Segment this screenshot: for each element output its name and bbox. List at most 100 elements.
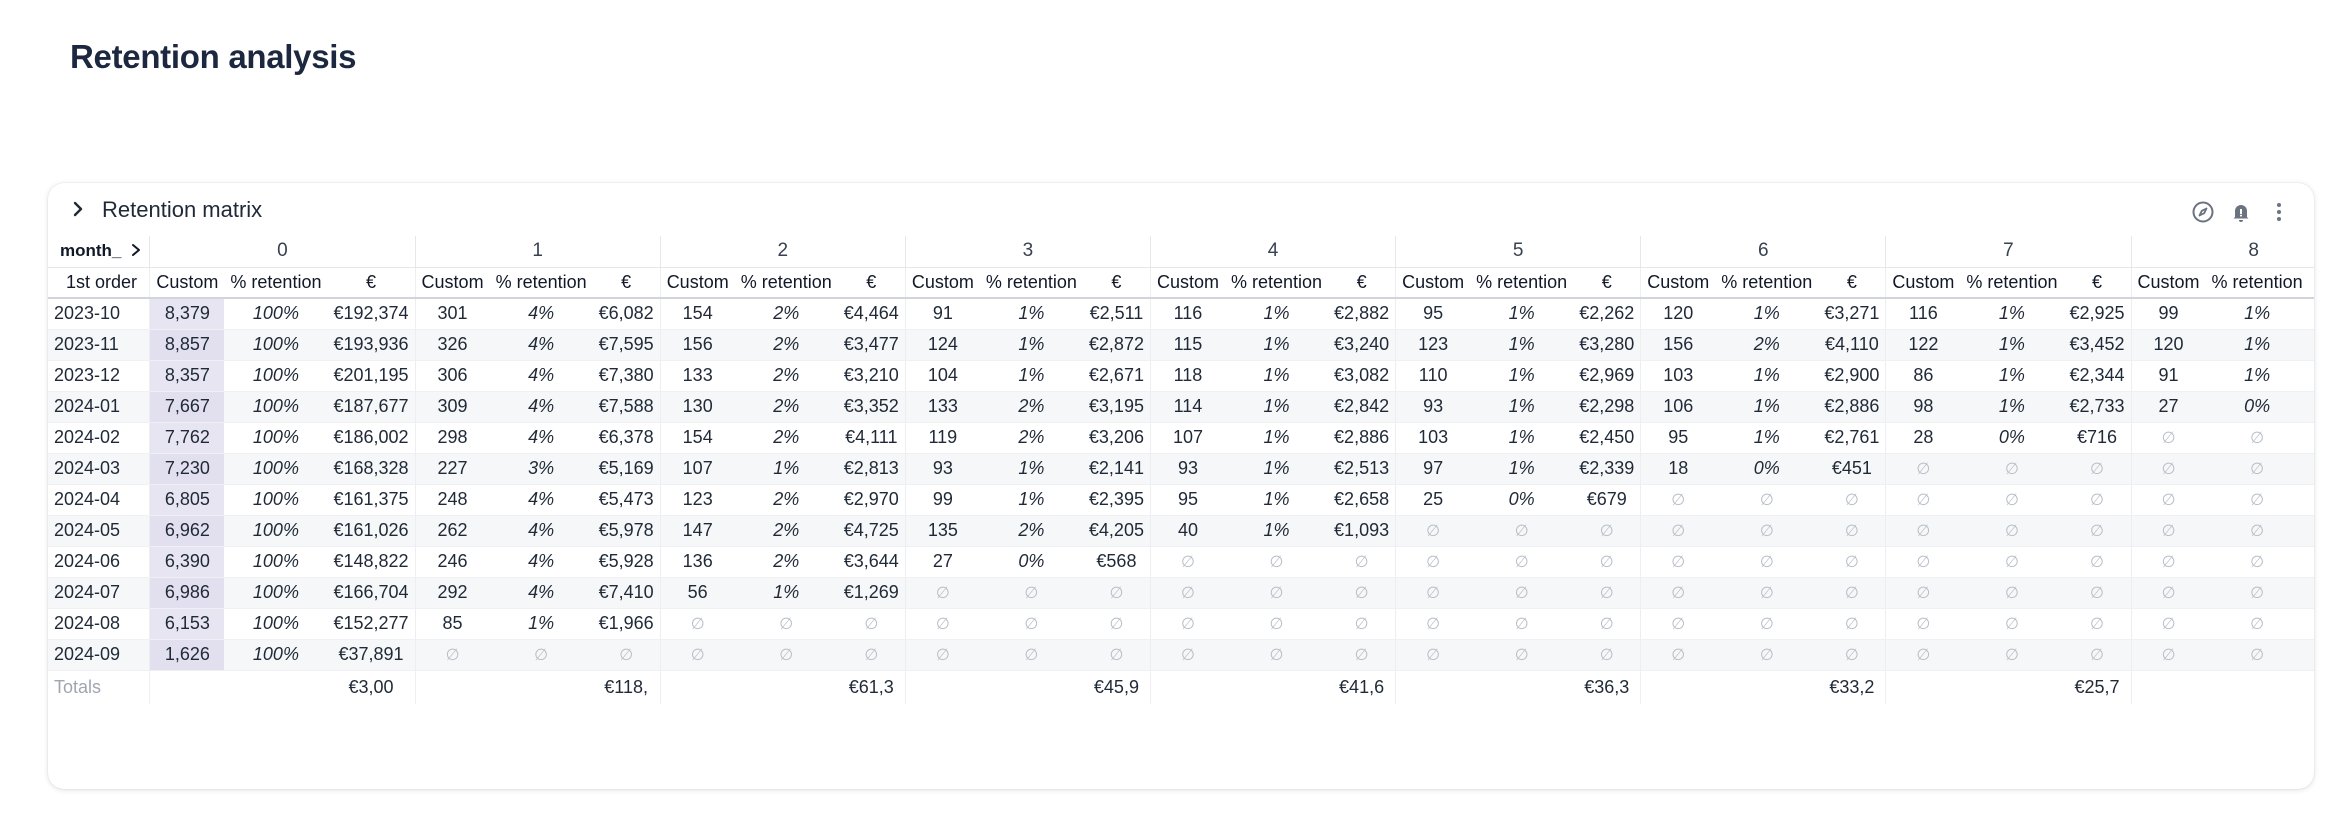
null-cell: ∅ bbox=[1885, 608, 1961, 640]
customers-column-header[interactable]: Custom bbox=[2130, 267, 2206, 299]
customers-column-header[interactable]: Custom bbox=[1395, 267, 1471, 299]
retention-column-header[interactable]: % retention bbox=[1960, 267, 2064, 299]
null-cell: ∅ bbox=[1224, 577, 1329, 609]
customers-column-header[interactable]: Custom bbox=[904, 267, 980, 299]
totals-row: Totals €3,00 €118, €61,3 €45,9 €41,6 €36,3 €33,… bbox=[48, 669, 2314, 704]
customers-column-header[interactable]: Custom bbox=[659, 267, 735, 299]
retention-column-header[interactable]: % retention bbox=[979, 267, 1083, 299]
customers-cell: 104 bbox=[904, 360, 980, 392]
revenue-cell: €679 bbox=[1573, 484, 1641, 516]
retention-cell: 1% bbox=[1715, 360, 1819, 392]
null-cell: ∅ bbox=[489, 639, 593, 671]
customers-column-header[interactable]: Custom bbox=[414, 267, 490, 299]
null-cell: ∅ bbox=[1149, 639, 1225, 671]
revenue-cell: €7,595 bbox=[592, 329, 661, 361]
revenue-cell: €4,725 bbox=[837, 515, 906, 547]
null-cell: ∅ bbox=[2063, 546, 2132, 578]
null-cell: ∅ bbox=[1082, 577, 1151, 609]
revenue-cell: €3,082 bbox=[1328, 360, 1396, 392]
null-cell: ∅ bbox=[2063, 608, 2132, 640]
revenue-cell: €3,206 bbox=[1082, 422, 1151, 454]
revenue-column-header[interactable]: € bbox=[2308, 267, 2314, 299]
null-cell: ∅ bbox=[1470, 515, 1574, 547]
null-cell: ∅ bbox=[2308, 577, 2314, 609]
retention-column-header[interactable]: % retention bbox=[1470, 267, 1574, 299]
revenue-column-header[interactable]: € bbox=[1328, 267, 1396, 299]
customers-cell: 85 bbox=[414, 608, 490, 640]
revenue-column-header[interactable]: € bbox=[592, 267, 661, 299]
retention-column-header[interactable]: % retention bbox=[2205, 267, 2309, 299]
null-cell: ∅ bbox=[1470, 608, 1574, 640]
null-cell: ∅ bbox=[1715, 515, 1819, 547]
pivot-header[interactable]: month_ bbox=[48, 236, 150, 268]
revenue-cell: €2,450 bbox=[1573, 422, 1641, 454]
cohort-label: 2024-06 bbox=[48, 546, 150, 578]
chevron-right-icon[interactable] bbox=[129, 242, 143, 262]
customers-cell: 248 bbox=[414, 484, 490, 516]
customers-column-header[interactable]: Custom bbox=[1149, 267, 1225, 299]
revenue-cell: €7,410 bbox=[592, 577, 661, 609]
retention-cell: 1% bbox=[2205, 360, 2309, 392]
revenue-column-header[interactable]: € bbox=[837, 267, 906, 299]
customers-cell: 27 bbox=[2130, 391, 2206, 423]
retention-column-header[interactable]: % retention bbox=[489, 267, 593, 299]
retention-cell: 2% bbox=[734, 484, 838, 516]
retention-column-header[interactable]: % retention bbox=[734, 267, 838, 299]
null-cell: ∅ bbox=[837, 639, 906, 671]
table-row: 2024-07 6,986 100% €166,704 292 4% €7,410 56 1% €… bbox=[48, 577, 2314, 609]
revenue-cell: €5,928 bbox=[592, 546, 661, 578]
null-cell: ∅ bbox=[904, 608, 980, 640]
customers-cell: 119 bbox=[904, 422, 980, 454]
customers-cell: 116 bbox=[1149, 298, 1225, 330]
customers-cell: 133 bbox=[659, 360, 735, 392]
revenue-column-header[interactable]: € bbox=[327, 267, 416, 299]
customers-cell: 99 bbox=[904, 484, 980, 516]
row-header-first-order[interactable]: 1st order bbox=[48, 267, 150, 299]
customers-cell: 246 bbox=[414, 546, 490, 578]
revenue-cell: €3,195 bbox=[1082, 391, 1151, 423]
customers-column-header[interactable]: Custom bbox=[149, 267, 225, 299]
retention-cell: 2% bbox=[734, 360, 838, 392]
null-cell: ∅ bbox=[2130, 577, 2206, 609]
customers-cell: 8,857 bbox=[149, 329, 225, 361]
more-vertical-icon[interactable] bbox=[2266, 199, 2292, 225]
retention-column-header[interactable]: % retention bbox=[1224, 267, 1329, 299]
null-cell: ∅ bbox=[2205, 608, 2309, 640]
customers-cell: 6,986 bbox=[149, 577, 225, 609]
null-cell: ∅ bbox=[1224, 546, 1329, 578]
table-row: 2024-08 6,153 100% €152,277 85 1% €1,966 ∅ ∅ ∅ ∅ ∅ ∅… bbox=[48, 608, 2314, 640]
customers-column-header[interactable]: Custom bbox=[1885, 267, 1961, 299]
compass-icon[interactable] bbox=[2190, 199, 2216, 225]
null-cell: ∅ bbox=[1640, 546, 1716, 578]
bell-alert-icon[interactable] bbox=[2228, 199, 2254, 225]
null-cell: ∅ bbox=[2205, 639, 2309, 671]
customers-cell: 124 bbox=[904, 329, 980, 361]
null-cell: ∅ bbox=[1885, 515, 1961, 547]
revenue-cell: €1,966 bbox=[592, 608, 661, 640]
revenue-cell: €5,978 bbox=[592, 515, 661, 547]
customers-cell: 6,962 bbox=[149, 515, 225, 547]
retention-cell: 2% bbox=[734, 515, 838, 547]
retention-cell: 2% bbox=[979, 515, 1083, 547]
revenue-column-header[interactable]: € bbox=[1573, 267, 1641, 299]
revenue-cell: €4,111 bbox=[837, 422, 906, 454]
total-revenue-cell: €45,9 bbox=[1082, 669, 1151, 704]
revenue-column-header[interactable]: € bbox=[1082, 267, 1151, 299]
retention-cell: 1% bbox=[979, 298, 1083, 330]
retention-cell: 1% bbox=[1470, 298, 1574, 330]
revenue-column-header[interactable]: € bbox=[1818, 267, 1886, 299]
retention-column-header[interactable]: % retention bbox=[1715, 267, 1819, 299]
retention-column-header[interactable]: % retention bbox=[224, 267, 328, 299]
revenue-cell: €6,082 bbox=[592, 298, 661, 330]
revenue-column-header[interactable]: € bbox=[2063, 267, 2132, 299]
null-cell: ∅ bbox=[1640, 639, 1716, 671]
retention-cell: 100% bbox=[224, 484, 328, 516]
customers-cell: 1,626 bbox=[149, 639, 225, 671]
table-row: 2023-10 8,379 100% €192,374 301 4% €6,082 154 2%… bbox=[48, 298, 2314, 330]
chevron-right-icon[interactable] bbox=[68, 199, 88, 219]
customers-column-header[interactable]: Custom bbox=[1640, 267, 1716, 299]
total-empty-cell bbox=[904, 669, 980, 704]
null-cell: ∅ bbox=[1224, 608, 1329, 640]
total-empty-cell bbox=[979, 669, 1083, 704]
